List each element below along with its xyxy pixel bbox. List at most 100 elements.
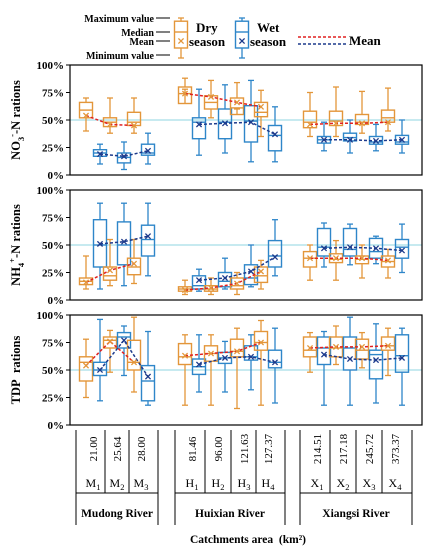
dry-box-8 (302, 91, 318, 138)
iqr-box (78, 356, 94, 382)
y-axis-title: TDP rations (9, 335, 23, 404)
wet-mean-mark-7 (271, 254, 279, 261)
wet-box-7 (267, 327, 283, 404)
wet-box-3 (140, 330, 156, 406)
dry-mean-mark-4 (181, 352, 189, 359)
wet-mean-mark-6 (247, 353, 255, 360)
panel-nh4: 0% 25% 50% 75% 100% NH4+-N rations (7, 185, 423, 307)
y-tick-label: 100% (37, 60, 65, 72)
dry-box-4 (177, 279, 193, 296)
wet-box-10 (368, 123, 384, 152)
y-tick-label: 75% (42, 213, 64, 225)
wet-mean-mark-5 (221, 274, 229, 282)
wet-mean-mark-11 (398, 354, 406, 361)
area-label: 214.51 (312, 434, 324, 464)
legend-max-label: Maximum value (84, 14, 154, 25)
wet-mean-mark-9 (346, 244, 354, 251)
iqr-box (380, 336, 396, 351)
y-axis-title: NH4+-N rations (7, 204, 26, 286)
legend-dry-season-label: season (189, 34, 226, 49)
wet-mean-mark-8 (320, 245, 328, 252)
dry-mean-line-3 (309, 121, 389, 126)
dry-mean-mark-4 (181, 287, 189, 294)
dry-box-4 (177, 77, 193, 105)
dry-mean-mark-3 (130, 260, 138, 267)
wet-box-8 (316, 222, 332, 268)
dry-mean-mark-9 (332, 343, 340, 350)
dry-box-9 (328, 239, 344, 281)
dry-mean-mark-10 (358, 255, 366, 262)
wet-mean-mark-6 (247, 119, 255, 126)
y-axis-title: NO3--N rations (7, 80, 26, 160)
area-label: 127.37 (263, 433, 275, 464)
area-label: 21.00 (88, 436, 100, 461)
wet-box-7 (267, 219, 283, 277)
y-tick-label: 0% (48, 170, 65, 182)
dry-mean-mark-8 (306, 255, 314, 262)
wet-mean-mark-5 (221, 354, 229, 361)
dry-box-5 (203, 277, 219, 296)
iqr-box (342, 227, 358, 257)
dry-mean-mark-5 (207, 93, 215, 100)
area-label: 81.46 (187, 436, 199, 461)
dry-mean-mark-7 (257, 103, 265, 110)
wet-mean-line-3 (323, 246, 403, 252)
iqr-box (243, 264, 259, 286)
area-label: 28.00 (136, 436, 148, 461)
wet-box-4 (191, 88, 207, 156)
wet-box-2 (116, 141, 132, 171)
site-label: M3 (134, 476, 149, 492)
iqr-box (229, 338, 245, 358)
dry-box-2 (102, 97, 118, 134)
wet-mean-mark-7 (271, 359, 279, 366)
wet-mean-mark-5 (221, 120, 229, 127)
wet-mean-mark-1 (96, 151, 104, 158)
y-tick-label: 100% (37, 185, 65, 197)
dry-mean-mark-4 (181, 90, 189, 97)
site-label: X4 (389, 476, 403, 492)
dry-box-2 (102, 238, 118, 287)
dry-box-9 (328, 86, 344, 138)
wet-mean-line-1 (99, 235, 149, 245)
wet-mean-line-2 (198, 356, 276, 366)
iqr-box (316, 336, 332, 366)
legend-wet-box-icon (234, 17, 250, 59)
wet-box-4 (191, 334, 207, 393)
wet-box-8 (316, 330, 332, 406)
dry-box-11 (380, 327, 396, 377)
wet-mean-line-1 (99, 339, 149, 378)
dry-box-11 (380, 248, 396, 279)
iqr-box (253, 101, 269, 118)
wet-box-2 (116, 202, 132, 287)
iqr-box (140, 364, 156, 402)
y-tick-label: 100% (37, 310, 65, 322)
iqr-box (253, 266, 269, 284)
x-axis-title: Catchments area (km²) (190, 534, 306, 546)
site-label: M1 (86, 476, 101, 492)
legend-mean-label: Mean (130, 37, 155, 48)
panel-tdp: 0% 25% 50% 75% 100% TDP rations (9, 310, 423, 432)
iqr-box (302, 110, 318, 129)
group-label: Huixian River (195, 508, 265, 520)
dry-box-9 (328, 325, 344, 366)
legend-pointer-lines (156, 17, 170, 56)
wet-box-8 (316, 121, 332, 152)
legend-wet-season-label: season (250, 34, 287, 49)
wet-box-5 (217, 84, 233, 154)
dry-box-1 (78, 338, 94, 399)
wet-mean-mark-4 (195, 277, 203, 284)
wet-box-11 (394, 223, 410, 274)
iqr-box (191, 117, 207, 140)
wet-box-11 (394, 119, 410, 154)
legend-mean-mark (177, 37, 185, 45)
dry-box-3 (126, 97, 142, 134)
iqr-box (394, 238, 410, 259)
wet-box-10 (368, 323, 384, 404)
y-tick-label: 75% (42, 338, 64, 350)
wet-mean-mark-1 (96, 366, 104, 374)
wet-box-2 (116, 325, 132, 377)
group-label: Xiangsi River (322, 508, 389, 520)
iqr-box (302, 336, 318, 358)
iqr-box (126, 339, 142, 371)
iqr-box (267, 239, 283, 268)
